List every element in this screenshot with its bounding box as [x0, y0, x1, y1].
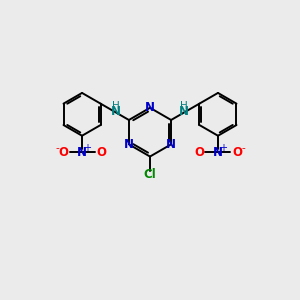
Text: N: N	[77, 146, 87, 159]
Text: O: O	[232, 146, 242, 159]
Text: N: N	[145, 101, 155, 114]
Text: N: N	[213, 146, 223, 159]
Text: N: N	[111, 105, 121, 118]
Text: +: +	[83, 142, 92, 153]
Text: H: H	[180, 101, 188, 112]
Text: +: +	[219, 142, 227, 153]
Text: -: -	[241, 142, 245, 153]
Text: H: H	[112, 101, 120, 112]
Text: -: -	[55, 142, 59, 153]
Text: O: O	[96, 146, 106, 159]
Text: N: N	[166, 138, 176, 151]
Text: N: N	[124, 138, 134, 151]
Text: Cl: Cl	[144, 168, 156, 181]
Text: O: O	[58, 146, 68, 159]
Text: O: O	[194, 146, 204, 159]
Text: N: N	[179, 105, 189, 118]
